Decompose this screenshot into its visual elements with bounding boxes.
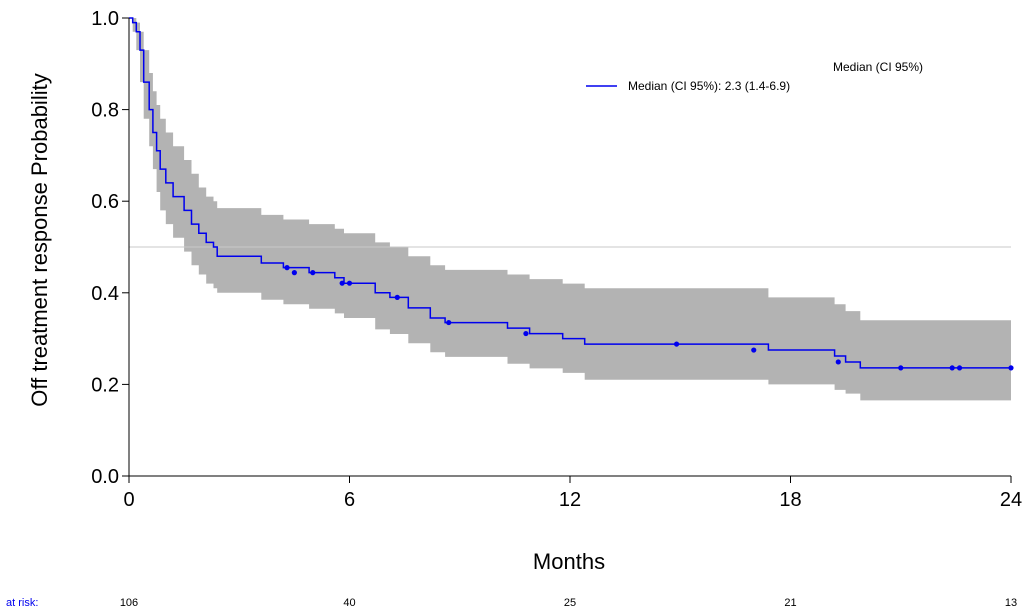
legend: Median (CI 95%) Median (CI 95%): 2.3 (1.… [586, 60, 923, 93]
censor-mark [394, 294, 400, 300]
y-tick-label: 0.8 [91, 100, 119, 122]
censor-mark [310, 270, 316, 276]
censor-mark [1008, 365, 1014, 371]
x-tick-label: 18 [779, 489, 801, 511]
y-tick-label: 0.0 [91, 466, 119, 488]
censor-mark [339, 280, 345, 286]
at-risk-count: 25 [564, 597, 576, 609]
y-tick-label: 0.6 [91, 191, 119, 213]
at-risk-count: 21 [784, 597, 796, 609]
x-tick-label: 24 [1000, 489, 1022, 511]
censor-mark [523, 330, 529, 337]
censor-mark [673, 341, 680, 347]
censor-mark [751, 347, 757, 353]
censor-mark [446, 319, 452, 326]
at-risk-count: 106 [120, 597, 138, 609]
censor-mark [949, 365, 955, 371]
censor-mark [284, 265, 290, 271]
at-risk-label: at risk: [6, 597, 38, 609]
censor-mark [835, 359, 841, 365]
censor-mark [898, 365, 904, 371]
censor-mark [956, 365, 963, 371]
censor-mark [346, 280, 353, 286]
y-tick-label: 0.2 [91, 374, 119, 396]
at-risk-table: 106 40 25 21 13 [120, 597, 1017, 609]
x-axis-title: Months [533, 549, 605, 574]
at-risk-count: 13 [1005, 597, 1017, 609]
ci-band [129, 18, 1011, 401]
y-axis-title: Off treatment response Probability [27, 73, 52, 406]
at-risk-count: 40 [343, 597, 355, 609]
x-tick-label: 6 [344, 489, 355, 511]
y-tick-label: 1.0 [91, 8, 119, 30]
x-tick-label: 0 [123, 489, 134, 511]
legend-entry: Median (CI 95%): 2.3 (1.4-6.9) [628, 79, 790, 93]
survival-curve [129, 17, 1011, 369]
censor-mark [291, 270, 297, 276]
x-tick-label: 12 [559, 489, 581, 511]
y-tick-label: 0.4 [91, 283, 119, 305]
legend-title: Median (CI 95%) [833, 60, 923, 74]
